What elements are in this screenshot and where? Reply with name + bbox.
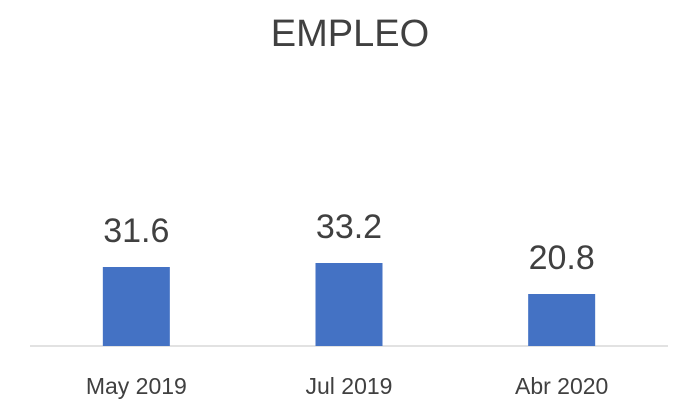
x-tick-label: Abr 2020 xyxy=(515,373,608,399)
bar xyxy=(528,294,596,346)
bar xyxy=(315,263,383,346)
data-label: 20.8 xyxy=(529,239,595,277)
chart-title: EMPLEO xyxy=(271,13,429,55)
x-tick-label: Jul 2019 xyxy=(306,373,393,399)
bar xyxy=(102,267,170,346)
data-label: 33.2 xyxy=(316,208,382,246)
x-tick-label: May 2019 xyxy=(86,373,187,399)
data-label: 31.6 xyxy=(103,212,169,250)
